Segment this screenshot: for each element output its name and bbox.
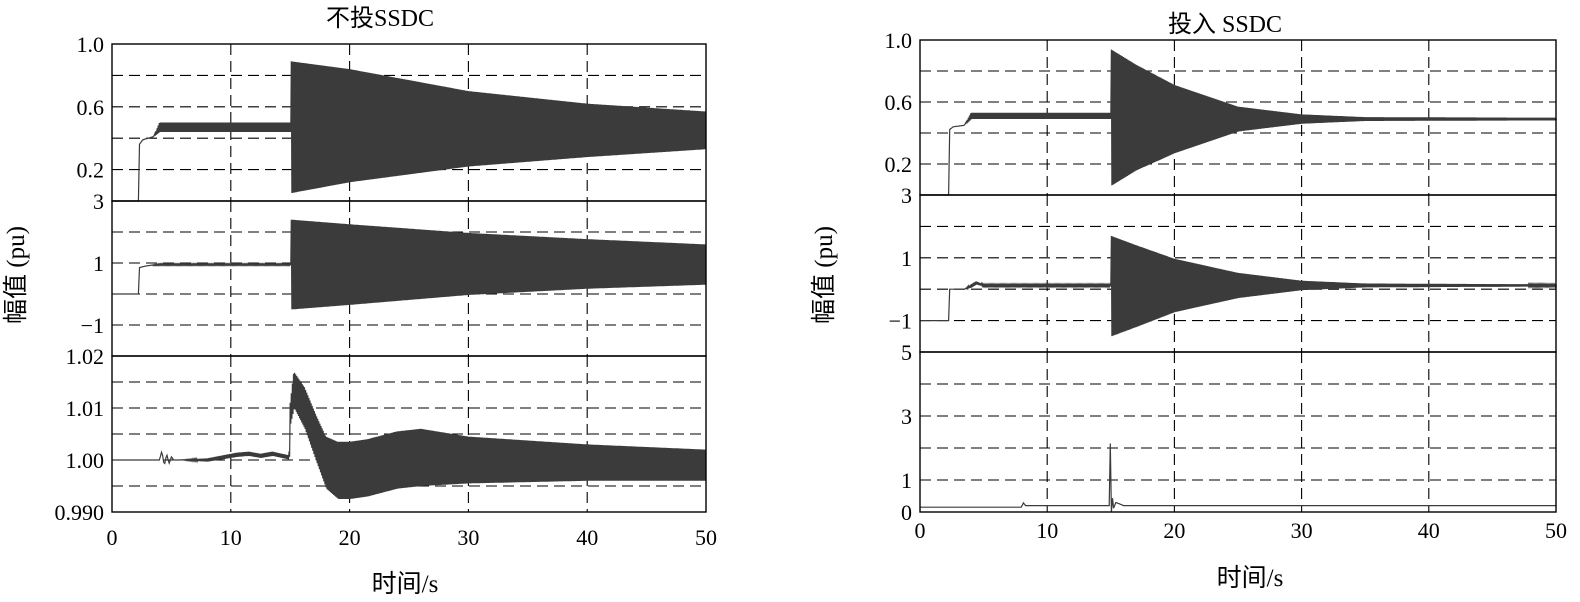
x-tick-label: 30: [1291, 518, 1313, 543]
subplot-2: 3 1 −1: [81, 189, 707, 357]
y-tick-label: −1: [81, 313, 104, 338]
x-tick-label: 40: [576, 525, 598, 550]
x-tick-label: 10: [1036, 518, 1058, 543]
y-tick-label: 1.0: [885, 28, 913, 53]
y-axis-label: 幅值 (pu): [2, 226, 30, 324]
y-tick-label: 0.6: [77, 95, 105, 120]
signal-trace: [920, 235, 1557, 337]
y-tick-label: 1.01: [66, 396, 105, 421]
y-tick-label: 1.00: [66, 448, 105, 473]
x-tick-label: 20: [339, 525, 361, 550]
subplot-1: 1.0 0.6 0.2: [77, 32, 707, 202]
subplot-1: 1.0 0.6 0.2: [885, 28, 1557, 196]
y-tick-label: 3: [901, 404, 912, 429]
x-tick-label: 20: [1163, 518, 1185, 543]
y-tick-label: 0.2: [885, 152, 913, 177]
signal-trace: [920, 49, 1557, 196]
y-tick-label: 0.990: [55, 500, 105, 525]
y-tick-label: 1.02: [66, 344, 105, 369]
subplot-2: 3 1 −1: [889, 183, 1557, 353]
chart-without-ssdc: 不投SSDC 时间/s 幅值 (pu) 1.00.60.231−11.021.0…: [2, 5, 717, 598]
signal-trace: [112, 61, 707, 202]
chart-title: 投入 SSDC: [1168, 11, 1282, 38]
y-axis-label: 幅值 (pu): [810, 226, 838, 324]
chart-title: 不投SSDC: [326, 5, 434, 32]
x-tick-label: 40: [1418, 518, 1440, 543]
x-axis-label: 时间/s: [372, 570, 439, 598]
signal-trace: [920, 443, 1556, 513]
subplot-3: 1.02 1.01 1.00 0.990: [55, 344, 707, 525]
y-tick-label: 5: [901, 340, 912, 365]
x-tick-label: 50: [1545, 518, 1567, 543]
subplot-3: 5 3 1 0: [901, 340, 1557, 525]
y-tick-label: 1.0: [77, 32, 105, 57]
x-axis-label: 时间/s: [1217, 564, 1284, 592]
y-tick-label: −1: [889, 309, 912, 334]
y-tick-label: 3: [93, 189, 104, 214]
y-tick-label: 1: [901, 246, 912, 271]
y-tick-label: 0.2: [77, 158, 105, 183]
y-tick-label: 3: [901, 183, 912, 208]
x-tick-label: 50: [695, 525, 717, 550]
y-tick-label: 0: [901, 500, 912, 525]
x-tick-label: 0: [915, 518, 926, 543]
y-tick-label: 0.6: [885, 90, 913, 115]
y-tick-label: 1: [901, 468, 912, 493]
y-tick-label: 1: [93, 251, 104, 276]
x-tick-label: 0: [107, 525, 118, 550]
x-tick-label: 10: [220, 525, 242, 550]
subplot-frame: [111, 355, 707, 513]
signal-trace: [112, 219, 707, 310]
signal-trace: [112, 372, 707, 500]
subplot-frame: [919, 351, 1557, 513]
x-tick-label: 30: [457, 525, 479, 550]
